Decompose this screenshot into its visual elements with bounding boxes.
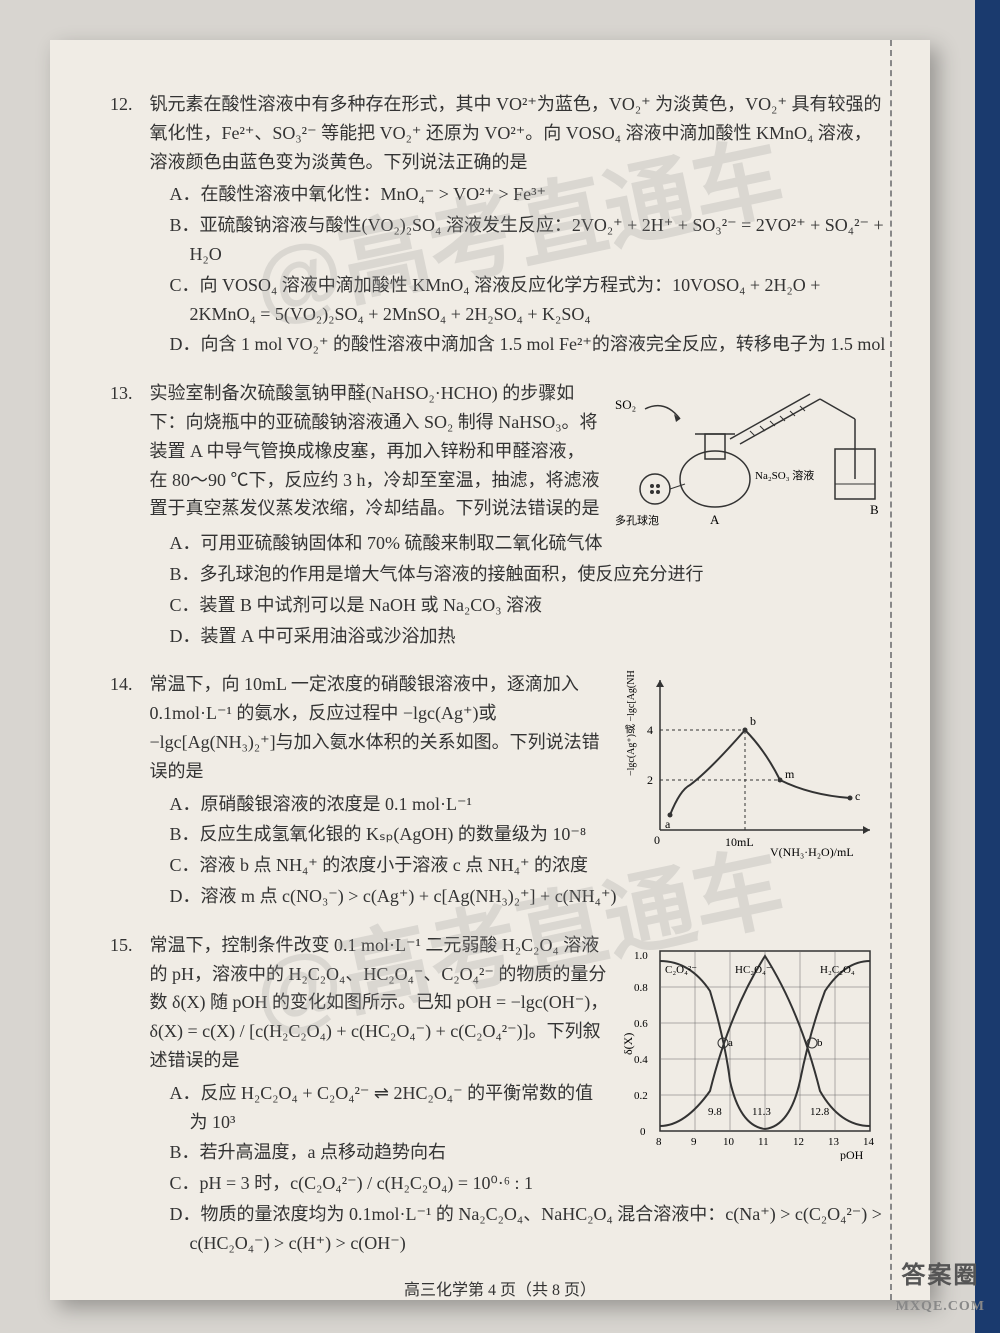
svg-text:12: 12 [793, 1136, 804, 1148]
q15-y-label: δ(X) [621, 1032, 635, 1054]
q15-opt-d: D．物质的量浓度均为 0.1mol·L⁻¹ 的 Na₂C₂O₄、NaHC₂O₄ … [170, 1200, 890, 1258]
ytick-4: 4 [647, 723, 653, 737]
svg-text:12.8: 12.8 [810, 1106, 830, 1118]
curve-c2o4-label: C₂O₄²⁻ [665, 964, 697, 976]
svg-text:14: 14 [863, 1136, 875, 1148]
q14-opt-b: B．反应生成氢氧化银的 Kₛₚ(AgOH) 的数量级为 10⁻⁸ [170, 820, 610, 849]
question-12: 12. 钒元素在酸性溶液中有多种存在形式，其中 VO²⁺为蓝色，VO₂⁺ 为淡黄… [110, 90, 890, 361]
svg-text:m: m [785, 767, 795, 781]
svg-text:0.4: 0.4 [634, 1054, 648, 1066]
question-14: 14. 常温下，向 10mL 一定浓度的硝酸银溶液中，逐滴加入 0.1mol·L… [110, 670, 890, 912]
q14-number: 14. [110, 670, 145, 699]
question-13: 13. 实验室制备次硫酸氢钠甲醛(NaHSO₂·HCHO) 的步骤如下：向烧瓶中… [110, 379, 890, 652]
svg-text:a: a [728, 1037, 733, 1049]
q12-opt-a: A．在酸性溶液中氧化性：MnO₄⁻ > VO²⁺ > Fe³⁺ [170, 180, 890, 209]
svg-text:11: 11 [758, 1136, 769, 1148]
q13-apparatus-diagram: SO₂ 多孔球泡 [610, 379, 890, 529]
svg-text:1.0: 1.0 [634, 950, 648, 962]
q14-opt-d: D．溶液 m 点 c(NO₃⁻) > c(Ag⁺) + c[Ag(NH₃)₂⁺]… [170, 882, 890, 911]
q13-opt-b: B．多孔球泡的作用是增大气体与溶液的接触面积，使反应充分进行 [170, 560, 890, 589]
device-a-label: A [710, 512, 720, 527]
svg-text:c: c [855, 789, 860, 803]
brand-name: 答案圈 [896, 1257, 985, 1295]
svg-text:0.8: 0.8 [634, 982, 648, 994]
exam-page: 12. 钒元素在酸性溶液中有多种存在形式，其中 VO²⁺为蓝色，VO₂⁺ 为淡黄… [50, 40, 930, 1300]
svg-text:10: 10 [723, 1136, 735, 1148]
y-axis-label: −lgc(Ag⁺)或 −lgc[Ag(NH₃)₂⁺] [625, 670, 637, 776]
svg-text:8: 8 [656, 1136, 662, 1148]
q15-chart: 9.8 11.3 12.8 a b C₂O₄²⁻ HC₂O₄⁻ H₂C₂O₄ 8… [620, 931, 890, 1200]
q12-opt-c: C．向 VOSO₄ 溶液中滴加酸性 KMnO₄ 溶液反应化学方程式为：10VOS… [170, 271, 890, 329]
q12-opt-d: D．向含 1 mol VO₂⁺ 的酸性溶液中滴加含 1.5 mol Fe²⁺的溶… [170, 330, 890, 359]
q15-body: 常温下，控制条件改变 0.1 mol·L⁻¹ 二元弱酸 H₂C₂O₄ 溶液的 p… [150, 931, 890, 1260]
q12-opt-b: B．亚硫酸钠溶液与酸性(VO₂)₂SO₄ 溶液发生反应：2VO₂⁺ + 2H⁺ … [170, 211, 890, 269]
svg-text:b: b [817, 1037, 823, 1049]
ytick-2: 2 [647, 773, 653, 787]
x-axis-label: V(NH₃·H₂O)/mL [770, 845, 854, 859]
q14-opt-a: A．原硝酸银溶液的浓度是 0.1 mol·L⁻¹ [170, 790, 610, 819]
q15-stem: 常温下，控制条件改变 0.1 mol·L⁻¹ 二元弱酸 H₂C₂O₄ 溶液的 p… [150, 931, 610, 1075]
q15-opt-b: B．若升高温度，a 点移动趋势向右 [170, 1138, 610, 1167]
so2-label: SO₂ [615, 397, 636, 412]
svg-text:13: 13 [828, 1136, 840, 1148]
svg-text:a: a [665, 817, 671, 831]
svg-text:0.6: 0.6 [634, 1018, 648, 1030]
svg-text:9.8: 9.8 [708, 1106, 722, 1118]
svg-text:0.2: 0.2 [634, 1090, 648, 1102]
svg-text:0: 0 [654, 833, 660, 847]
q13-number: 13. [110, 379, 145, 408]
svg-text:b: b [750, 714, 756, 728]
q15-number: 15. [110, 931, 145, 960]
q13-body: 实验室制备次硫酸氢钠甲醛(NaHSO₂·HCHO) 的步骤如下：向烧瓶中的亚硫酸… [150, 379, 890, 652]
curve-h2c2o4-label: H₂C₂O₄ [820, 964, 855, 976]
q12-number: 12. [110, 90, 145, 119]
curve-hc2o4-label: HC₂O₄⁻ [735, 964, 772, 976]
q12-stem: 钒元素在酸性溶液中有多种存在形式，其中 VO²⁺为蓝色，VO₂⁺ 为淡黄色，VO… [150, 90, 890, 176]
q14-stem: 常温下，向 10mL 一定浓度的硝酸银溶液中，逐滴加入 0.1mol·L⁻¹ 的… [150, 670, 610, 785]
page-perforation [890, 40, 930, 1300]
page-footer: 高三化学第 4 页（共 8 页） [110, 1278, 890, 1304]
ball-label: 多孔球泡 [615, 513, 659, 527]
svg-text:0: 0 [640, 1126, 646, 1138]
q13-opt-d: D．装置 A 中可采用油浴或沙浴加热 [170, 622, 890, 651]
q14-chart: a b m c 4 2 0 10mL V(NH₃·H₂O)/mL −lgc(Ag… [620, 670, 890, 882]
q13-opt-a: A．可用亚硫酸钠固体和 70% 硫酸来制取二氧化硫气体 [170, 529, 890, 558]
q14-opt-c: C．溶液 b 点 NH₄⁺ 的浓度小于溶液 c 点 NH₄⁺ 的浓度 [170, 851, 610, 880]
question-15: 15. 常温下，控制条件改变 0.1 mol·L⁻¹ 二元弱酸 H₂C₂O₄ 溶… [110, 931, 890, 1260]
brand-url: MXQE.COM [896, 1296, 985, 1318]
device-b-label: B [870, 502, 879, 517]
xtick-10ml: 10mL [725, 835, 754, 849]
q15-opt-a: A．反应 H₂C₂O₄ + C₂O₄²⁻ ⇌ 2HC₂O₄⁻ 的平衡常数的值为 … [170, 1079, 610, 1137]
q13-opt-c: C．装置 B 中试剂可以是 NaOH 或 Na₂CO₃ 溶液 [170, 591, 890, 620]
q12-body: 钒元素在酸性溶液中有多种存在形式，其中 VO²⁺为蓝色，VO₂⁺ 为淡黄色，VO… [150, 90, 890, 361]
q13-stem: 实验室制备次硫酸氢钠甲醛(NaHSO₂·HCHO) 的步骤如下：向烧瓶中的亚硫酸… [150, 379, 600, 523]
q15-x-label: pOH [840, 1148, 864, 1161]
na2so3-label: Na₂SO₃ 溶液 [755, 468, 814, 482]
spiral-binding [975, 0, 1000, 1333]
svg-text:9: 9 [691, 1136, 697, 1148]
q15-opt-c: C．pH = 3 时，c(C₂O₄²⁻) / c(H₂C₂O₄) = 10⁰·⁶… [170, 1169, 610, 1198]
brand-logo: 答案圈 MXQE.COM [896, 1257, 985, 1318]
q14-body: 常温下，向 10mL 一定浓度的硝酸银溶液中，逐滴加入 0.1mol·L⁻¹ 的… [150, 670, 890, 912]
svg-text:11.3: 11.3 [752, 1106, 771, 1118]
